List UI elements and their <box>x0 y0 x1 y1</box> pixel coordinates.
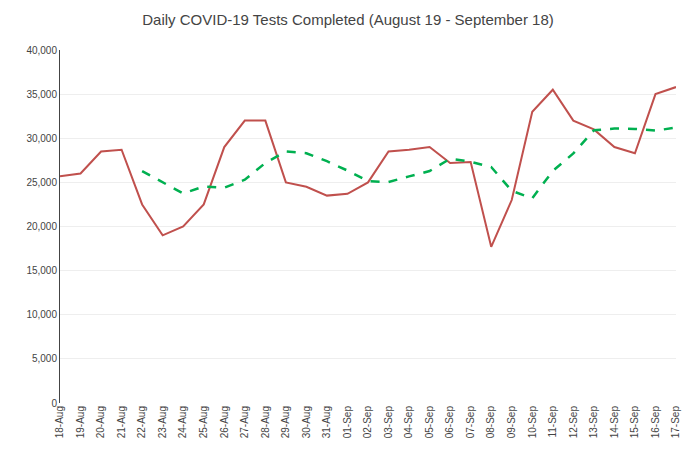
svg-text:26-Aug: 26-Aug <box>219 406 230 438</box>
svg-text:15-Sep: 15-Sep <box>629 406 640 439</box>
svg-text:11-Sep: 11-Sep <box>547 406 558 438</box>
svg-text:16-Sep: 16-Sep <box>650 406 661 439</box>
svg-text:18-Aug: 18-Aug <box>54 406 65 438</box>
svg-text:25-Aug: 25-Aug <box>198 406 209 438</box>
svg-text:22-Aug: 22-Aug <box>136 406 147 438</box>
svg-text:01-Sep: 01-Sep <box>342 406 353 439</box>
svg-text:23-Aug: 23-Aug <box>157 406 168 438</box>
svg-text:04-Sep: 04-Sep <box>403 406 414 439</box>
svg-text:17-Sep: 17-Sep <box>670 406 681 439</box>
svg-text:0: 0 <box>51 398 57 409</box>
svg-text:35,000: 35,000 <box>26 89 57 100</box>
svg-text:27-Aug: 27-Aug <box>239 406 250 438</box>
svg-text:08-Sep: 08-Sep <box>485 406 496 439</box>
svg-text:21-Aug: 21-Aug <box>116 406 127 438</box>
svg-text:14-Sep: 14-Sep <box>609 406 620 439</box>
svg-text:13-Sep: 13-Sep <box>588 406 599 439</box>
svg-text:25,000: 25,000 <box>26 177 57 188</box>
svg-text:02-Sep: 02-Sep <box>362 406 373 439</box>
svg-text:20,000: 20,000 <box>26 221 57 232</box>
svg-text:19-Aug: 19-Aug <box>75 406 86 438</box>
svg-text:5,000: 5,000 <box>32 353 57 364</box>
svg-text:30,000: 30,000 <box>26 133 57 144</box>
svg-text:06-Sep: 06-Sep <box>444 406 455 439</box>
svg-text:Daily COVID-19 Tests Completed: Daily COVID-19 Tests Completed (August 1… <box>142 11 554 28</box>
svg-text:40,000: 40,000 <box>26 45 57 56</box>
svg-text:29-Aug: 29-Aug <box>280 406 291 438</box>
svg-text:31-Aug: 31-Aug <box>321 406 332 438</box>
svg-text:07-Sep: 07-Sep <box>465 406 476 439</box>
svg-text:24-Aug: 24-Aug <box>177 406 188 438</box>
svg-text:12-Sep: 12-Sep <box>568 406 579 439</box>
svg-text:15,000: 15,000 <box>26 265 57 276</box>
svg-text:28-Aug: 28-Aug <box>260 406 271 438</box>
svg-text:10,000: 10,000 <box>26 309 57 320</box>
svg-text:30-Aug: 30-Aug <box>301 406 312 438</box>
svg-text:20-Aug: 20-Aug <box>95 406 106 438</box>
svg-text:05-Sep: 05-Sep <box>424 406 435 439</box>
svg-text:10-Sep: 10-Sep <box>527 406 538 439</box>
svg-text:09-Sep: 09-Sep <box>506 406 517 439</box>
svg-text:03-Sep: 03-Sep <box>383 406 394 439</box>
